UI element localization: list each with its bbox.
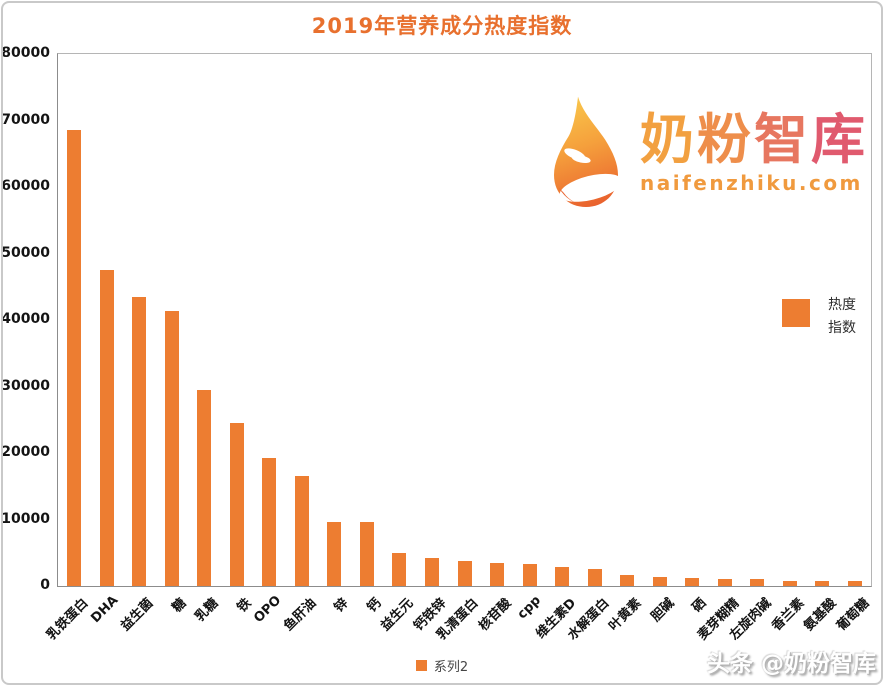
x-tick-label: 乳铁蛋白 <box>44 595 92 644</box>
legend-label: 热度 指数 <box>828 294 856 340</box>
legend: 热度 指数 <box>782 297 856 340</box>
x-tick-label: 葡萄糖 <box>833 595 873 635</box>
bar-锌 <box>327 522 342 586</box>
bar-香兰素 <box>782 581 797 586</box>
bar-益生菌 <box>132 296 147 586</box>
y-tick-label: 60000 <box>1 178 50 194</box>
logo-name-char: 库 <box>811 108 868 171</box>
x-tick-label: 胆碱 <box>648 595 678 625</box>
bar-氨基酸 <box>815 581 830 586</box>
y-tick-label: 40000 <box>1 311 50 327</box>
bar-DHA <box>99 270 114 586</box>
bar-cpp <box>522 564 537 586</box>
logo-name-char: 智 <box>754 108 811 171</box>
x-tick-label: 益生元 <box>378 595 417 635</box>
y-tick-label: 10000 <box>1 510 50 527</box>
bar-维生素D <box>555 567 570 586</box>
x-tick-label: 铁 <box>234 595 255 616</box>
legend-swatch <box>782 299 810 327</box>
chart-title: 2019年营养成分热度指数 <box>311 14 573 38</box>
series-legend: 系列2 <box>0 656 884 675</box>
bar-硒 <box>685 578 700 586</box>
bar-水解蛋白 <box>587 569 602 586</box>
x-tick-label: 乳糖 <box>192 595 222 625</box>
x-tick-label: 鱼肝油 <box>281 595 320 635</box>
x-tick-label: 糖 <box>169 595 190 616</box>
bar-麦芽糊精 <box>717 579 732 586</box>
logo-text: 奶粉智库 naifenzhiku.com <box>640 111 868 196</box>
bar-叶黄素 <box>620 575 635 586</box>
legend-label-line2: 指数 <box>828 320 856 336</box>
bar-核苷酸 <box>490 562 505 586</box>
y-tick-label: 80000 <box>1 45 50 61</box>
bar-乳铁蛋白 <box>67 130 82 586</box>
y-tick-label: 20000 <box>1 444 50 460</box>
bar-鱼肝油 <box>294 475 309 586</box>
x-tick-label: 硒 <box>689 595 710 616</box>
x-tick-label: 益生菌 <box>118 595 157 635</box>
logo-domain: naifenzhiku.com <box>640 171 863 195</box>
x-tick-label: 核苷酸 <box>476 595 515 635</box>
logo-name-char: 奶 <box>640 108 697 171</box>
bar-葡萄糖 <box>847 580 862 586</box>
x-tick-label: 锌 <box>332 595 352 616</box>
logo-name-char: 粉 <box>697 108 754 171</box>
y-tick-label: 70000 <box>1 111 50 128</box>
bar-胆碱 <box>652 577 667 586</box>
bar-左旋肉碱 <box>750 578 765 586</box>
plot-area <box>57 53 872 587</box>
bar-乳糖 <box>197 389 212 586</box>
x-tick-label: 氨基酸 <box>801 595 840 635</box>
logo-name: 奶粉智库 <box>640 111 868 169</box>
x-tick-label: 叶黄素 <box>606 595 645 635</box>
bar-钙铁锌 <box>424 558 439 586</box>
bar-益生元 <box>392 552 407 586</box>
watermark: 头条 @奶粉智库 <box>706 651 876 677</box>
bar-钙 <box>359 522 374 586</box>
bar-糖 <box>164 310 179 586</box>
y-tick-label: 50000 <box>1 244 50 261</box>
bar-乳清蛋白 <box>457 561 472 586</box>
milk-drop-icon <box>554 96 622 207</box>
x-tick-label: 香兰素 <box>768 595 808 635</box>
brand-logo: 奶粉智库 naifenzhiku.com <box>546 92 880 214</box>
legend-label-line1: 热度 <box>828 297 856 313</box>
bar-铁 <box>229 423 244 586</box>
y-tick-label: 0 <box>40 577 50 593</box>
series-legend-label: 系列2 <box>433 660 469 675</box>
x-tick-label: 钙 <box>364 595 385 616</box>
bar-OPO <box>262 457 277 586</box>
series-legend-swatch <box>415 660 427 671</box>
y-tick-label: 30000 <box>1 377 50 394</box>
